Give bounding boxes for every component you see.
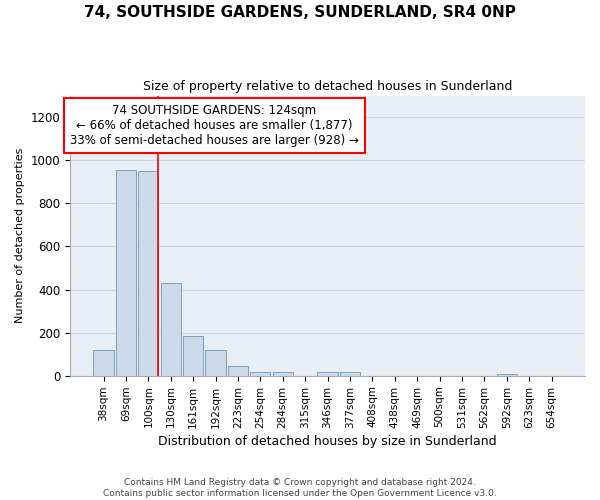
Bar — [228, 366, 248, 376]
Bar — [94, 350, 113, 376]
Bar — [272, 372, 293, 376]
Bar — [340, 372, 360, 376]
Bar — [116, 170, 136, 376]
Bar — [183, 336, 203, 376]
Bar — [161, 283, 181, 376]
Bar — [497, 374, 517, 376]
Title: Size of property relative to detached houses in Sunderland: Size of property relative to detached ho… — [143, 80, 512, 93]
Bar — [205, 350, 226, 376]
Bar — [317, 372, 338, 376]
Text: Contains HM Land Registry data © Crown copyright and database right 2024.
Contai: Contains HM Land Registry data © Crown c… — [103, 478, 497, 498]
Text: 74, SOUTHSIDE GARDENS, SUNDERLAND, SR4 0NP: 74, SOUTHSIDE GARDENS, SUNDERLAND, SR4 0… — [84, 5, 516, 20]
Text: 74 SOUTHSIDE GARDENS: 124sqm
← 66% of detached houses are smaller (1,877)
33% of: 74 SOUTHSIDE GARDENS: 124sqm ← 66% of de… — [70, 104, 359, 147]
Bar — [250, 372, 271, 376]
Bar — [138, 171, 158, 376]
Y-axis label: Number of detached properties: Number of detached properties — [15, 148, 25, 324]
X-axis label: Distribution of detached houses by size in Sunderland: Distribution of detached houses by size … — [158, 434, 497, 448]
